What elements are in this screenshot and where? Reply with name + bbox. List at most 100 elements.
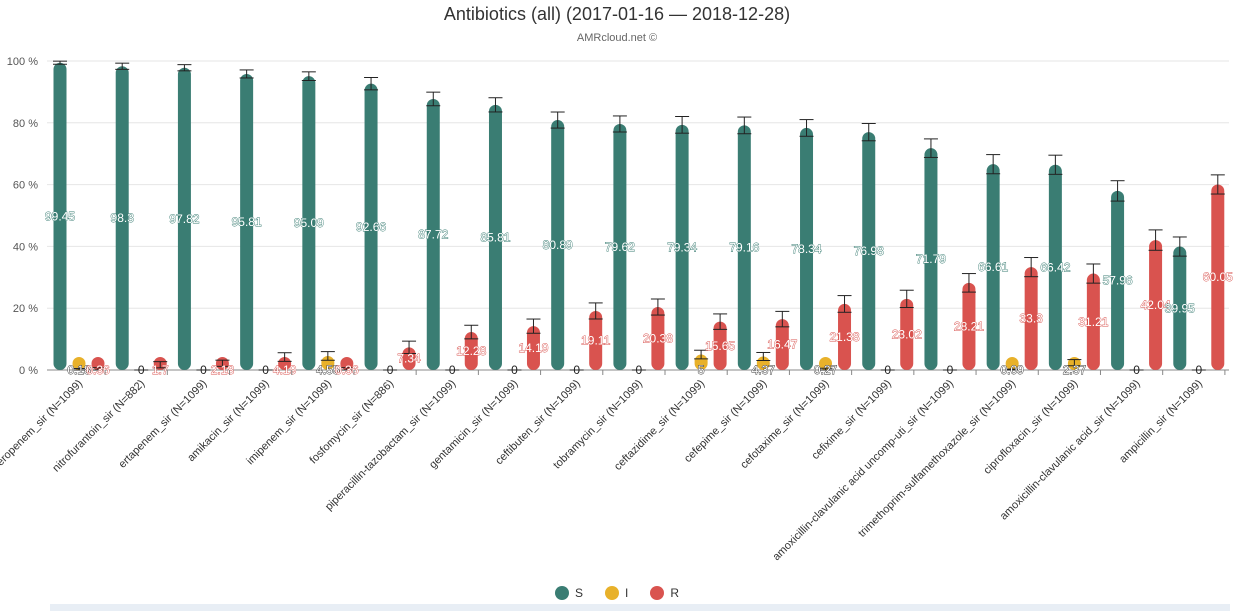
data-label-r: 15.65 [705, 339, 735, 353]
data-label-s: 87.72 [418, 227, 448, 241]
bar-r[interactable] [278, 357, 292, 370]
bar-s[interactable] [986, 164, 1000, 370]
data-label-i: 0 [262, 363, 269, 377]
data-label-s: 79.34 [667, 240, 697, 254]
y-tick-label: 60 % [13, 180, 38, 192]
data-label-s: 66.61 [978, 260, 1008, 274]
legend-label-s: S [574, 586, 583, 600]
data-label-s: 71.79 [916, 252, 946, 266]
x-tick-label: amoxicillin-clavulanic acid_sir (N=1099) [998, 378, 1143, 523]
bar-s[interactable] [737, 125, 751, 370]
legend-item-r[interactable]: R [650, 586, 679, 600]
legend: S I R [0, 586, 1234, 600]
bar-i[interactable] [819, 357, 833, 370]
bar-s[interactable] [488, 104, 502, 370]
bar-r[interactable] [91, 357, 105, 370]
data-label-i: 0 [449, 363, 456, 377]
data-label-s: 79.16 [729, 241, 759, 255]
bar-r[interactable] [1149, 240, 1163, 370]
bar-i[interactable] [321, 355, 335, 370]
data-label-s: 95.09 [294, 216, 324, 230]
y-tick-label: 80 % [13, 118, 38, 130]
bar-r[interactable] [464, 332, 478, 370]
data-label-r: 42.04 [1141, 298, 1171, 312]
bar-r[interactable] [526, 326, 540, 370]
bar-s[interactable] [1111, 190, 1125, 370]
bar-s[interactable] [1173, 246, 1187, 370]
bar-r[interactable] [340, 357, 354, 370]
bar-s[interactable] [613, 123, 627, 370]
chart-title: Antibiotics (all) (2017-01-16 — 2018-12-… [443, 4, 791, 24]
bars-layer [53, 60, 1225, 371]
data-label-i: 0 [1195, 363, 1202, 377]
bar-s[interactable] [240, 73, 254, 371]
data-label-r: 33.3 [1019, 312, 1043, 326]
data-label-i: 4.55 [316, 363, 340, 377]
bar-r[interactable] [900, 298, 914, 370]
legend-label-i: I [625, 586, 629, 600]
data-label-s: 76.98 [854, 244, 884, 258]
data-label-i: 0.09 [1000, 363, 1024, 377]
data-label-r: 0.36 [86, 363, 110, 377]
legend-swatch-r [650, 586, 665, 600]
bar-r[interactable] [713, 321, 727, 370]
data-label-i: 0 [511, 363, 518, 377]
data-label-r: 12.28 [456, 344, 486, 358]
y-tick-label: 0 % [19, 365, 38, 377]
data-label-r: 4.19 [273, 363, 297, 377]
data-label-s: 99.45 [45, 209, 75, 223]
bar-s[interactable] [862, 132, 876, 370]
bar-s[interactable] [364, 83, 378, 370]
data-label-r: 21.38 [830, 330, 860, 344]
data-label-i: 0 [200, 363, 207, 377]
bar-s[interactable] [177, 67, 191, 370]
legend-item-s[interactable]: S [554, 586, 583, 600]
data-label-s: 78.34 [792, 242, 822, 256]
data-label-i: 0 [138, 363, 145, 377]
data-label-r: 0.36 [335, 363, 359, 377]
data-label-i: 0 [884, 363, 891, 377]
bar-r[interactable] [1086, 273, 1100, 370]
bar-r[interactable] [838, 303, 852, 370]
data-label-r: 60.05 [1203, 270, 1233, 284]
data-label-r: 7.34 [397, 352, 421, 366]
data-label-s: 66.42 [1040, 260, 1070, 274]
bar-r[interactable] [962, 282, 976, 370]
bar-s[interactable] [1048, 164, 1062, 370]
data-label-i: 0.18 [67, 363, 91, 377]
x-axis-ticks: meropenem_sir (N=1099)nitrofurantoin_sir… [0, 370, 1226, 563]
bar-r[interactable] [1024, 267, 1038, 370]
bar-r[interactable] [775, 319, 789, 370]
footer-strip [50, 604, 1230, 611]
bar-i[interactable] [1005, 357, 1019, 370]
bar-r[interactable] [402, 347, 416, 370]
legend-item-i[interactable]: I [605, 586, 628, 600]
data-label-s: 85.81 [480, 230, 510, 244]
bar-s[interactable] [924, 148, 938, 370]
data-label-i: 0 [636, 363, 643, 377]
data-label-r: 31.21 [1078, 315, 1108, 329]
bar-r[interactable] [651, 307, 665, 370]
bar-s[interactable] [302, 76, 316, 370]
bar-s[interactable] [426, 98, 440, 371]
bar-r[interactable] [1211, 184, 1225, 370]
bar-s[interactable] [800, 127, 814, 370]
data-label-s: 98.3 [111, 211, 135, 225]
bar-i[interactable] [756, 356, 770, 370]
bar-s[interactable] [115, 66, 129, 371]
y-tick-label: 20 % [13, 303, 38, 315]
data-label-s: 80.89 [543, 238, 573, 252]
bar-r[interactable] [589, 310, 603, 370]
data-label-s: 39.95 [1165, 301, 1195, 315]
bar-i[interactable] [72, 357, 86, 370]
chart-subtitle[interactable]: AMRcloud.net © [576, 32, 658, 44]
legend-swatch-s [554, 586, 569, 600]
bar-s[interactable] [53, 62, 67, 371]
data-label-s: 92.66 [356, 220, 386, 234]
bar-s[interactable] [675, 124, 689, 370]
data-label-s: 79.62 [605, 240, 635, 254]
bar-s[interactable] [551, 120, 565, 370]
data-label-r: 14.19 [518, 341, 548, 355]
